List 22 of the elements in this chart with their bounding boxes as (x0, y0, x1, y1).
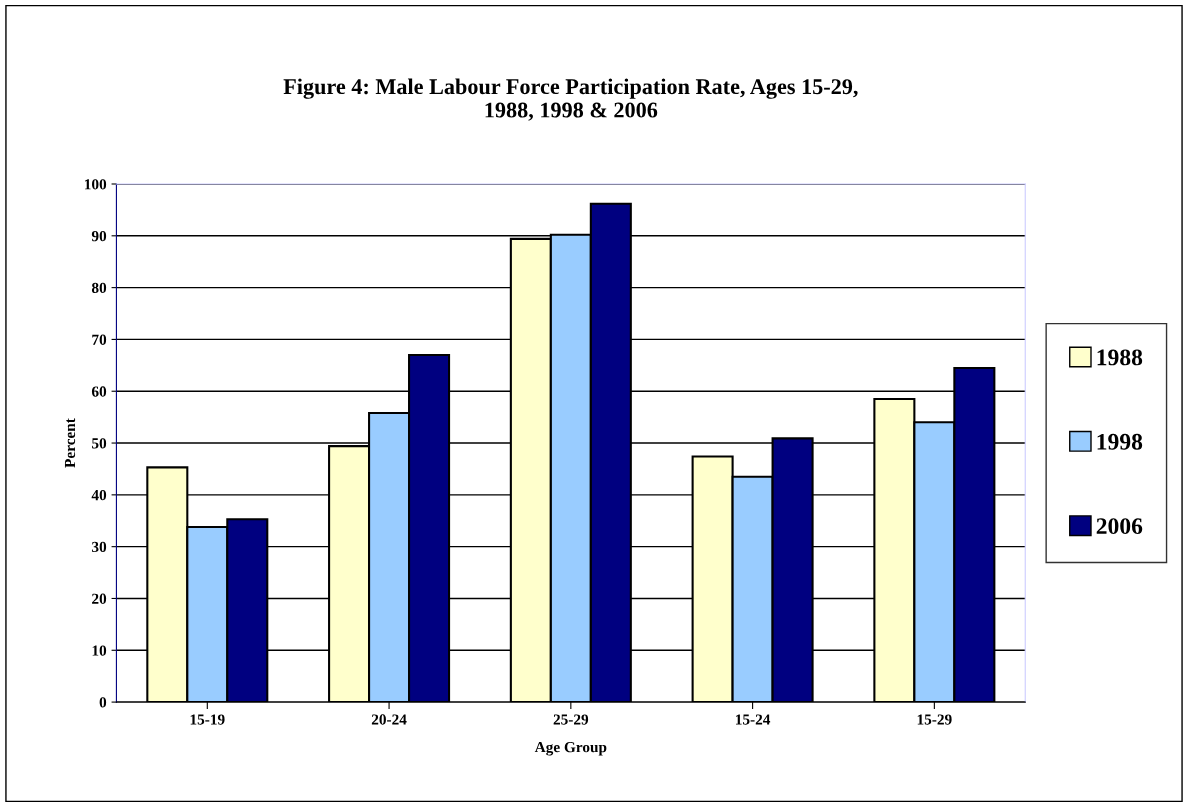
x-tick-label: 15-19 (190, 714, 225, 725)
y-tick-label: 0 (99, 697, 107, 708)
y-tick-label: 50 (92, 438, 107, 449)
y-tick-label: 90 (91, 230, 107, 242)
y-tick-label: 100 (85, 179, 107, 190)
y-tick-label: 80 (91, 282, 107, 294)
legend-label: 2006 (1096, 518, 1143, 535)
y-tick-label: 10 (92, 645, 107, 656)
chart-title: Figure 4: Male Labour Force Participation Rate, Ages 15-29, 1988, 1998 & 2006 (283, 78, 858, 121)
legend-label: 1998 (1097, 433, 1143, 450)
y-tick-label: 20 (92, 593, 107, 604)
y-tick-label: 30 (92, 541, 107, 553)
x-axis-title: Age Group (534, 742, 607, 756)
y-tick-label: 40 (91, 489, 107, 501)
y-axis-title: Percent (64, 418, 76, 468)
x-tick-label: 15-24 (736, 714, 771, 725)
x-tick-label: 15-29 (917, 714, 952, 725)
x-tick-label: 25-29 (553, 714, 589, 725)
y-tick-label: 70 (92, 334, 107, 345)
y-tick-label: 60 (91, 386, 107, 397)
legend-label: 1988 (1097, 349, 1143, 366)
x-tick-label: 20-24 (371, 714, 407, 725)
